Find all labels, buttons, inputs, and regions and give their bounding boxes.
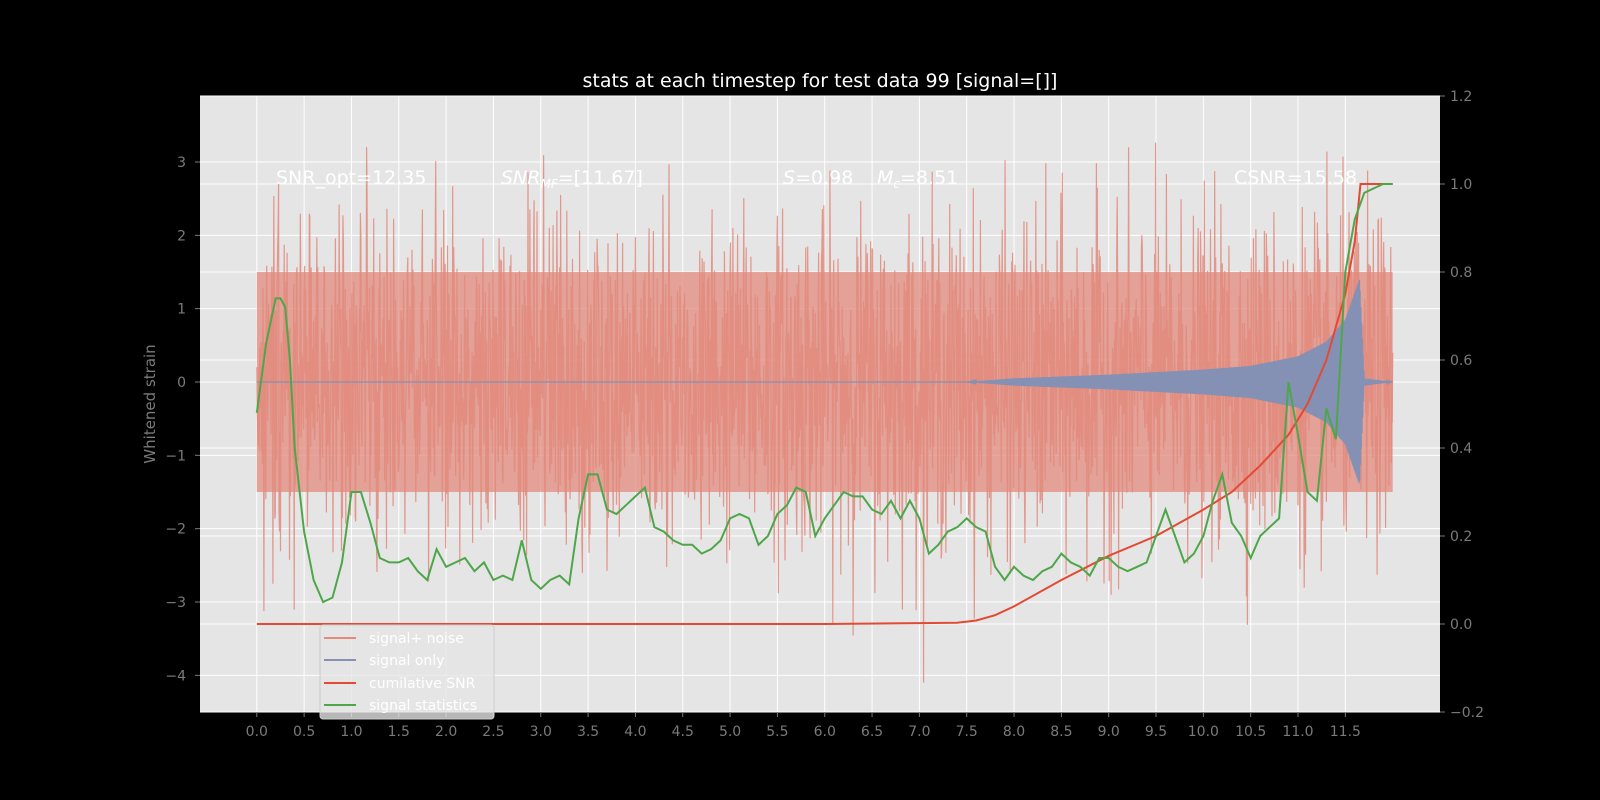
x-tick-label: 11.0 — [1282, 724, 1313, 740]
y-tick-label: −3 — [165, 595, 186, 611]
x-tick-label: 6.0 — [814, 724, 836, 740]
x-tick-label: 1.5 — [388, 724, 410, 740]
x-tick-label: 10.0 — [1188, 724, 1219, 740]
snr-mf-subscript: MF — [540, 177, 558, 191]
signal-only-series — [256, 279, 1393, 484]
x-tick-label: 8.5 — [1050, 724, 1072, 740]
x-tick-label: 2.5 — [482, 724, 504, 740]
legend-label-signal: signal only — [369, 653, 444, 669]
s-label: S — [783, 167, 795, 189]
x-tick-label: 3.0 — [530, 724, 552, 740]
y-tick-label: 1 — [177, 302, 186, 318]
snr-mf-annotation: SNRMF=[11.67] — [501, 167, 643, 191]
y2-tick-label: 1.0 — [1450, 177, 1472, 193]
y2-tick-label: 1.2 — [1450, 89, 1472, 105]
x-axis-ticks: 0.0 0.5 1.0 1.5 2.0 2.5 3.0 3.5 4.0 4.5 5.0 5.5 6.0 6… — [246, 712, 1361, 740]
y-tick-label: −1 — [165, 448, 186, 464]
s-value: =0.98 — [795, 167, 853, 189]
legend-label-stats: signal statistics — [369, 698, 477, 714]
signal-statistics-line — [255, 183, 1393, 604]
signal-statistics-series — [255, 183, 1393, 604]
x-tick-label: 9.0 — [1098, 724, 1120, 740]
y2-tick-label: 0.2 — [1450, 529, 1472, 545]
snr-mf-value: =[11.67] — [558, 167, 643, 189]
s-annotation: S=0.98 — [783, 167, 853, 189]
x-tick-label: 4.0 — [624, 724, 646, 740]
x-tick-label: 3.5 — [577, 724, 599, 740]
y2-tick-label: −0.2 — [1450, 705, 1484, 721]
y2-tick-label: 0.6 — [1450, 353, 1472, 369]
x-tick-label: 7.5 — [956, 724, 978, 740]
y-axis-label: Whitened strain — [141, 344, 159, 463]
y2-tick-label: 0.8 — [1450, 265, 1472, 281]
chart-title: stats at each timestep for test data 99 … — [583, 70, 1058, 92]
signal-only-line — [256, 279, 1393, 484]
x-tick-label: 6.5 — [861, 724, 883, 740]
y2-tick-label: 0.0 — [1450, 617, 1472, 633]
snr-opt-annotation: SNR_opt=12.35 — [276, 167, 426, 189]
mc-subscript: c — [893, 177, 900, 191]
legend-box — [319, 624, 495, 720]
x-tick-label: 2.0 — [435, 724, 457, 740]
y-tick-label: −2 — [165, 522, 186, 538]
mc-annotation: Mc=8.51 — [877, 167, 958, 191]
y2-tick-label: 0.4 — [1450, 441, 1472, 457]
x-tick-label: 8.0 — [1003, 724, 1025, 740]
cumulative-snr-line — [256, 183, 1393, 625]
y-tick-label: −4 — [165, 668, 186, 684]
x-tick-label: 5.0 — [719, 724, 741, 740]
x-tick-label: 1.0 — [340, 724, 362, 740]
x-tick-label: 11.5 — [1330, 724, 1361, 740]
x-tick-label: 10.5 — [1235, 724, 1266, 740]
x-tick-label: 9.5 — [1145, 724, 1167, 740]
y-tick-label: 2 — [177, 228, 186, 244]
snr-mf-label: SNR — [501, 167, 540, 189]
legend-label-noise: signal+ noise — [369, 631, 464, 647]
annotations: SNR_opt=12.35 SNRMF=[11.67] S=0.98 Mc=8.… — [276, 167, 1357, 191]
left-y-axis-ticks: −4 −3 −2 −1 0 1 2 3 — [165, 155, 200, 684]
mc-label: M — [877, 167, 893, 189]
x-tick-label: 0.0 — [246, 724, 268, 740]
legend: signal+ noise signal only cumilative SNR… — [319, 624, 495, 720]
mc-value: =8.51 — [900, 167, 958, 189]
csnr-annotation: CSNR=15.58 — [1234, 167, 1357, 189]
y-tick-label: 3 — [177, 155, 186, 171]
y-tick-label: 0 — [177, 375, 186, 391]
x-tick-label: 4.5 — [672, 724, 694, 740]
x-tick-label: 0.5 — [293, 724, 315, 740]
cumulative-snr-series — [256, 183, 1393, 625]
right-y-axis-ticks: −0.2 0.0 0.2 0.4 0.6 0.8 1.0 1.2 — [1440, 89, 1484, 721]
legend-label-csnr: cumilative SNR — [369, 676, 476, 692]
x-tick-label: 5.5 — [766, 724, 788, 740]
x-tick-label: 7.0 — [908, 724, 930, 740]
